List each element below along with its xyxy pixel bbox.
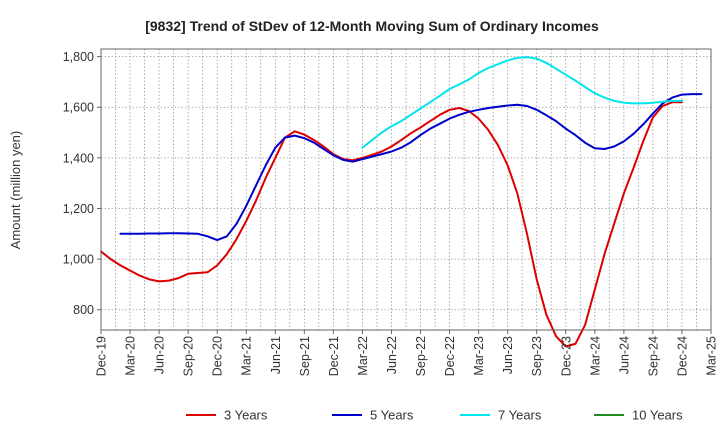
x-tick-label: Sep-22 bbox=[414, 336, 428, 376]
plot-area bbox=[100, 48, 712, 331]
x-tick-label: Jun-22 bbox=[385, 336, 399, 374]
series-line-3-years bbox=[100, 101, 683, 348]
x-tick-label: Mar-20 bbox=[124, 336, 138, 376]
x-tick-label: Dec-24 bbox=[675, 336, 689, 376]
x-tick-label: Dec-22 bbox=[443, 336, 457, 376]
x-tick-label: Mar-21 bbox=[240, 336, 254, 376]
y-tick-label: 800 bbox=[73, 303, 94, 317]
x-tick-label: Dec-19 bbox=[95, 336, 109, 376]
legend: 3 Years 5 Years 7 Years 10 Years bbox=[186, 408, 683, 423]
legend-label-3-years: 3 Years bbox=[224, 408, 268, 423]
x-axis-ticks: Dec-19 Mar-20 Jun-20 Sep-20 Dec-20 Mar-21 Jun-… bbox=[95, 330, 719, 376]
x-tick-label: Jun-20 bbox=[153, 336, 167, 374]
y-axis-ticks: 800 1,000 1,200 1,400 1,600 1,800 bbox=[63, 50, 101, 317]
series-group bbox=[100, 56, 703, 348]
x-tick-label: Jun-24 bbox=[617, 336, 631, 374]
y-tick-label: 1,000 bbox=[63, 253, 94, 267]
x-tick-label: Jun-23 bbox=[501, 336, 515, 374]
y-tick-label: 1,800 bbox=[63, 50, 94, 64]
x-tick-label: Mar-24 bbox=[588, 336, 602, 376]
x-tick-label: Dec-20 bbox=[211, 336, 225, 376]
legend-label-5-years: 5 Years bbox=[370, 408, 414, 423]
x-tick-label: Jun-21 bbox=[269, 336, 283, 374]
x-tick-label: Mar-23 bbox=[472, 336, 486, 376]
legend-label-7-years: 7 Years bbox=[498, 408, 542, 423]
grid bbox=[100, 49, 712, 330]
series-line-7-years bbox=[361, 56, 683, 149]
x-tick-label: Sep-21 bbox=[298, 336, 312, 376]
x-tick-label: Sep-24 bbox=[646, 336, 660, 376]
x-tick-label: Mar-25 bbox=[705, 336, 719, 376]
legend-label-10-years: 10 Years bbox=[632, 408, 683, 423]
chart-title: [9832] Trend of StDev of 12-Month Moving… bbox=[145, 18, 599, 34]
x-tick-label: Dec-21 bbox=[327, 336, 341, 376]
y-tick-label: 1,600 bbox=[63, 101, 94, 115]
y-tick-label: 1,400 bbox=[63, 151, 94, 165]
x-tick-label: Sep-23 bbox=[530, 336, 544, 376]
series-line-5-years bbox=[119, 93, 703, 242]
y-tick-label: 1,200 bbox=[63, 202, 94, 216]
x-tick-label: Mar-22 bbox=[356, 336, 370, 376]
x-tick-label: Dec-23 bbox=[559, 336, 573, 376]
x-tick-label: Sep-20 bbox=[182, 336, 196, 376]
y-axis-label: Amount (million yen) bbox=[8, 131, 23, 250]
